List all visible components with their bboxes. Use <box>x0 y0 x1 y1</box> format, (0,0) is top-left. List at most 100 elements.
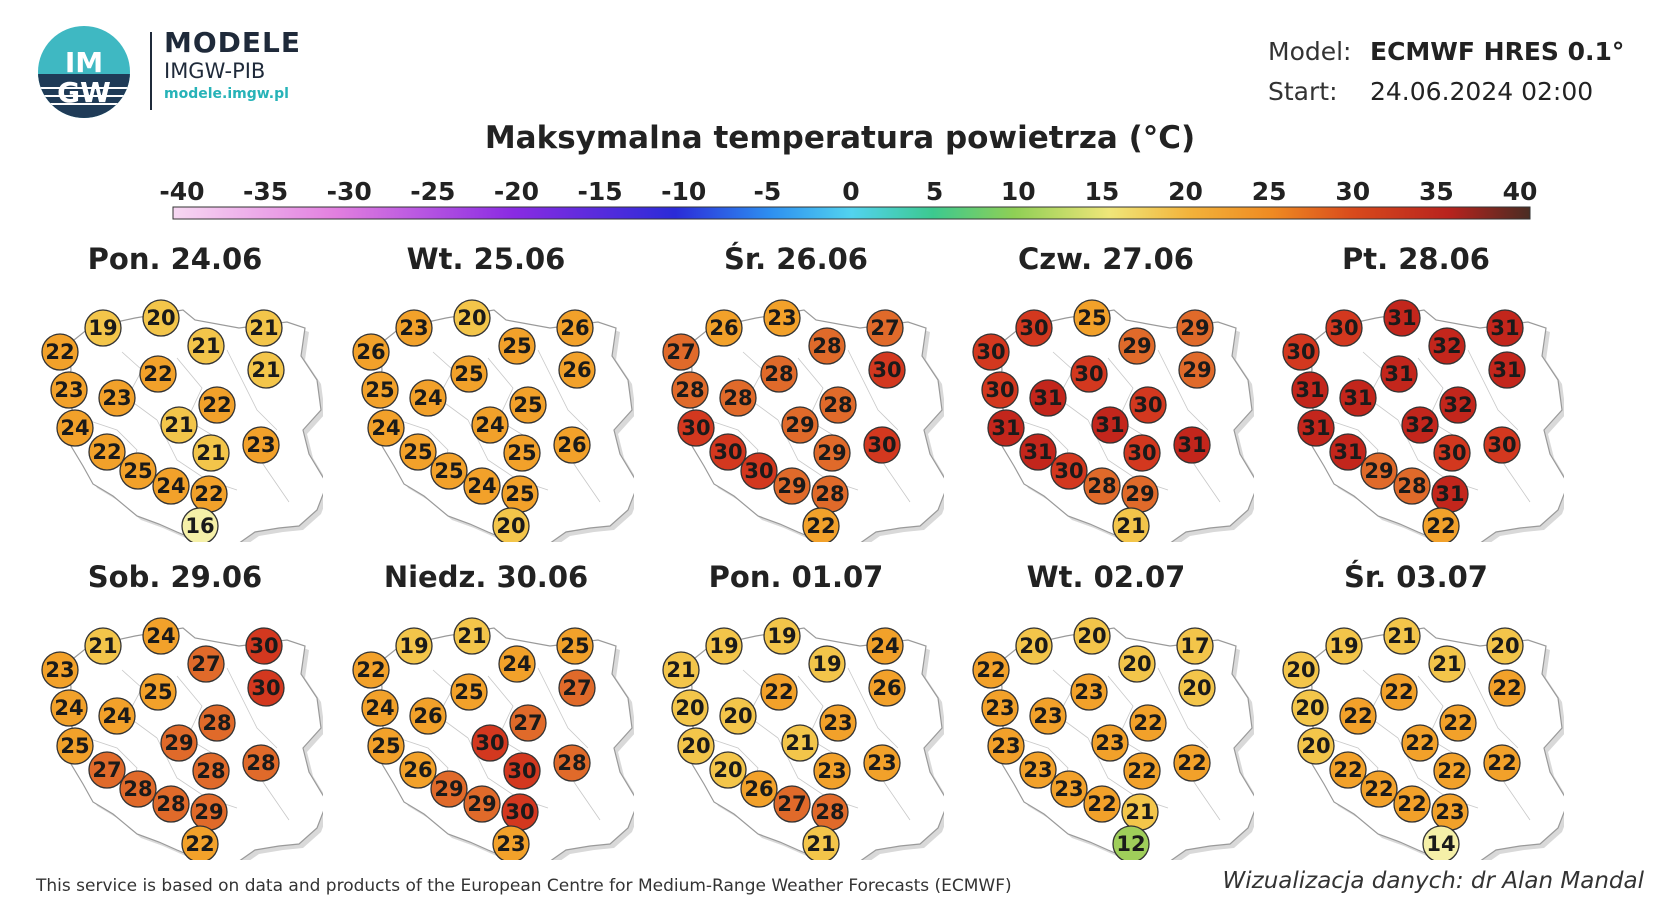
region-border <box>1052 669 1089 739</box>
logo-text-bottom: GW <box>57 76 111 109</box>
scale-tick-label: -15 <box>578 177 623 206</box>
station-marker <box>1015 627 1053 665</box>
station-marker <box>152 785 190 823</box>
station-value: 22 <box>1397 792 1426 816</box>
station-value: 24 <box>475 413 504 437</box>
station-marker <box>709 751 747 789</box>
station-value: 25 <box>365 378 394 402</box>
region-border <box>432 669 469 739</box>
region-border <box>487 675 529 757</box>
station-value: 22 <box>45 340 74 364</box>
forecast-day-panel: Wt. 25.06 23 20 26 25 26 25 26 25 24 25 24 24 25 25 26 2… <box>338 242 634 542</box>
station-marker <box>558 351 596 389</box>
region-border <box>176 357 218 439</box>
station-marker <box>503 434 541 472</box>
station-marker <box>1123 434 1161 472</box>
station-value: 30 <box>1487 433 1516 457</box>
region-border <box>742 669 779 739</box>
day-label: Śr. 03.07 <box>1344 560 1488 594</box>
station-marker <box>760 673 798 711</box>
station-marker <box>705 627 743 665</box>
station-marker <box>509 386 547 424</box>
brand-subtitle: IMGW-PIB <box>164 59 266 83</box>
station-value: 29 <box>467 792 496 816</box>
station-value: 25 <box>454 362 483 386</box>
brand-url[interactable]: modele.imgw.pl <box>164 86 289 102</box>
station-marker <box>1073 299 1111 337</box>
station-marker <box>1428 327 1466 365</box>
station-value: 29 <box>777 474 806 498</box>
station-marker <box>1360 770 1398 808</box>
station-marker <box>399 751 437 789</box>
station-value: 30 <box>475 731 504 755</box>
station-value: 21 <box>457 624 486 648</box>
station-value: 23 <box>817 759 846 783</box>
station-value: 21 <box>806 832 835 856</box>
station-marker <box>1422 507 1460 542</box>
station-marker <box>88 751 126 789</box>
station-marker <box>1091 724 1129 762</box>
station-value: 20 <box>1490 634 1519 658</box>
station-value: 24 <box>156 474 185 498</box>
station-marker <box>866 627 904 665</box>
station-value: 16 <box>185 514 214 538</box>
station-marker <box>471 724 509 762</box>
station-marker <box>866 309 904 347</box>
station-value: 28 <box>202 711 231 735</box>
region-border <box>176 675 218 757</box>
station-value: 24 <box>870 634 899 658</box>
station-marker <box>1422 825 1460 860</box>
station-marker <box>98 697 136 735</box>
station-marker <box>56 409 94 447</box>
station-marker <box>84 309 122 347</box>
station-marker <box>763 299 801 337</box>
station-marker <box>98 379 136 417</box>
station-value: 21 <box>1432 652 1461 676</box>
station-value: 20 <box>496 514 525 538</box>
station-value: 23 <box>102 386 131 410</box>
station-value: 20 <box>675 696 704 720</box>
station-marker <box>463 467 501 505</box>
station-marker <box>160 724 198 762</box>
scale-bar <box>172 206 1531 220</box>
station-value: 22 <box>1343 704 1372 728</box>
station-value: 19 <box>88 316 117 340</box>
station-value: 22 <box>1177 751 1206 775</box>
station-marker <box>1173 744 1211 782</box>
station-value: 29 <box>434 777 463 801</box>
station-value: 29 <box>817 441 846 465</box>
station-value: 24 <box>60 416 89 440</box>
station-marker <box>88 433 126 471</box>
station-value: 27 <box>562 676 591 700</box>
station-marker <box>553 426 591 464</box>
station-value: 28 <box>246 751 275 775</box>
station-value: 23 <box>1033 704 1062 728</box>
station-value: 30 <box>507 759 536 783</box>
station-value: 27 <box>666 340 695 364</box>
station-value: 20 <box>1019 634 1048 658</box>
station-marker <box>142 617 180 655</box>
station-marker <box>1339 697 1377 735</box>
station-value: 12 <box>1116 832 1145 856</box>
station-value: 21 <box>1387 624 1416 648</box>
scale-tick-label: 40 <box>1503 177 1538 206</box>
station-value: 19 <box>709 634 738 658</box>
station-marker <box>1070 355 1108 393</box>
station-value: 20 <box>146 306 175 330</box>
station-marker <box>1050 452 1088 490</box>
model-info: Model: ECMWF HRES 0.1° Start: 24.06.2024… <box>1268 32 1624 112</box>
day-label: Pon. 01.07 <box>708 560 884 594</box>
station-value: 25 <box>1077 306 1106 330</box>
station-value: 20 <box>457 306 486 330</box>
station-marker <box>409 697 447 735</box>
station-marker <box>1050 770 1088 808</box>
station-marker <box>192 752 230 790</box>
station-value: 23 <box>867 751 896 775</box>
station-value: 30 <box>744 459 773 483</box>
station-value: 30 <box>681 416 710 440</box>
station-marker <box>813 434 851 472</box>
station-marker <box>198 704 236 742</box>
station-value: 22 <box>1426 514 1455 538</box>
